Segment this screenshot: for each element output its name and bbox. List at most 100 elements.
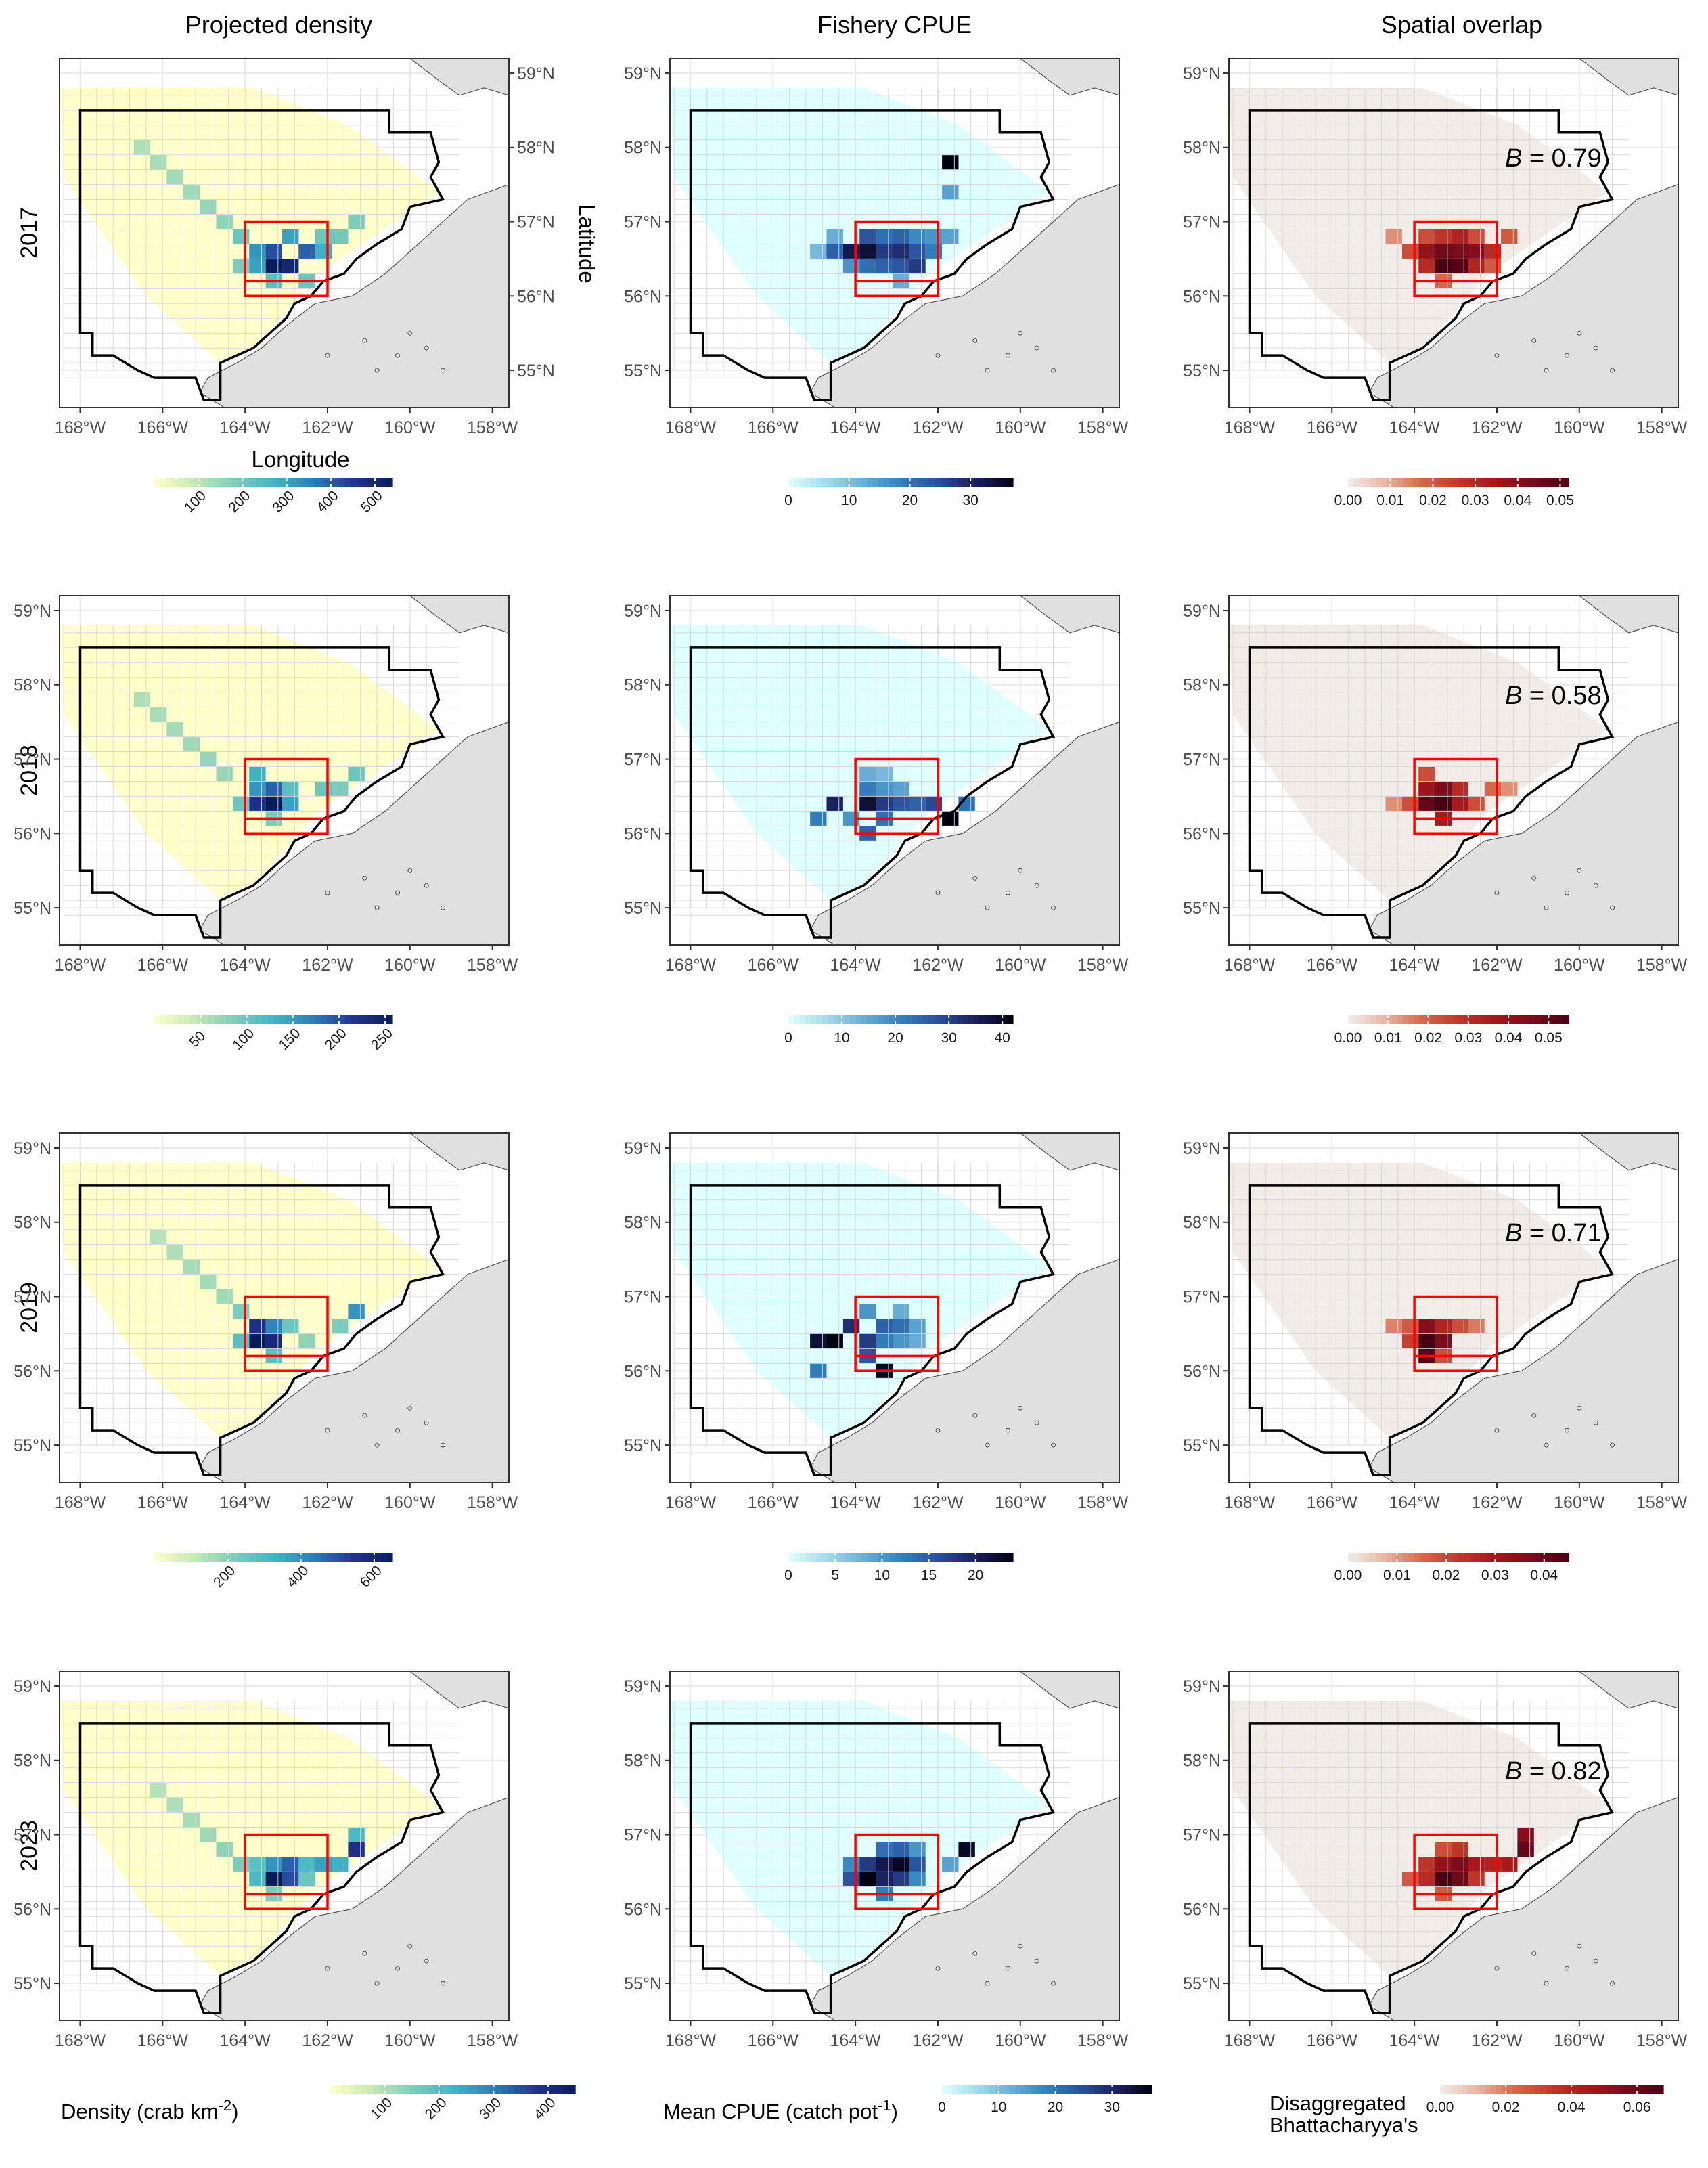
colorbar-swatch [1431,1553,1437,1562]
y-tick-label: 56°N [624,1900,662,1919]
colorbar-swatch [861,1015,868,1024]
colorbar-swatch [1502,478,1508,487]
cell-cpue-8 [876,1842,893,1857]
colorbar-tick-label: 0 [784,493,792,508]
colorbar-swatch [1359,1015,1366,1024]
colorbar-swatch [788,1553,794,1562]
colorbar-cpue-2018: 0 10 20 30 40 [784,1015,1014,1046]
colorbar-swatch [338,478,346,487]
island-6 [1577,868,1582,873]
colorbar-swatch [184,478,191,487]
panel-border [1228,58,1679,408]
colorbar-swatch [917,478,924,487]
cell-density-8 [249,1872,266,1887]
colorbar-swatch [434,2085,441,2094]
colorbar-swatch [1036,2085,1042,2094]
x-tick-label: 160°W [1554,2031,1605,2050]
colorbar-swatch [178,1015,185,1024]
cell-overlap-10 [1484,781,1502,797]
island-1 [1565,1428,1570,1433]
colorbar-swatch [315,1015,321,1024]
colorbar-swatch [309,478,316,487]
colorbar-swatch [1408,1553,1415,1562]
colorbar-swatch [1370,1015,1376,1024]
colorbar-swatch [942,2085,948,2094]
colorbar-swatch [833,478,840,487]
cell-overlap-7 [1401,796,1419,812]
island-2 [972,875,978,881]
panel-density-2018: 168°W 166°W 164°W 162°W 160°W 158°W 59°N 58°N 57… [14,595,518,975]
island-6 [1577,1405,1582,1411]
colorbar-swatch [267,1553,274,1562]
cell-density-3 [265,1319,282,1334]
colorbar-swatch [380,1553,387,1562]
cell-density-17 [150,1782,167,1798]
colorbar-swatch [1007,1015,1014,1024]
colorbar-tick-label: 100 [229,1025,257,1053]
colorbar-swatch [327,478,334,487]
colorbar-swatch [1370,1553,1376,1562]
cell-overlap-11 [1501,781,1518,797]
colorbar-swatch [912,1015,918,1024]
cell-cpue-14 [925,229,943,244]
x-tick-label: 160°W [995,2031,1046,2050]
island-6 [1018,1943,1023,1949]
cell-cpue-1 [876,1872,893,1887]
cell-overlap-0 [1435,796,1452,812]
colorbar-swatch [261,478,268,487]
bhattacharyya-symbol: B [1505,144,1522,173]
colorbar-swatch [349,2085,355,2094]
colorbar-swatch [279,1553,286,1562]
colorbar-swatch [422,2085,429,2094]
panel-overlap-2017: 168°W 166°W 164°W 162°W 160°W 158°W 59°N 58°N 57… [1183,58,1688,437]
colorbar-swatch [1464,1015,1470,1024]
column-title-density: Projected density [185,11,372,39]
island-0 [1593,345,1598,351]
colorbar-swatch [1436,1015,1443,1024]
colorbar-swatch [923,1015,930,1024]
colorbar-swatch [794,478,801,487]
colorbar-swatch [901,478,907,487]
y-tick-label: 58°N [14,1214,51,1233]
colorbar-swatch [214,1553,221,1562]
colorbar-swatch [1425,1553,1431,1562]
colorbar-swatch [166,478,173,487]
colorbar-swatch [569,2085,576,2094]
map-panels: 2017 168°W 166°W 164°W 162°W 160°W 158°W 59°N 58… [14,58,1688,2050]
cell-cpue-14 [909,1333,926,1349]
colorbar-tick-label: 30 [963,493,979,508]
cpue-legend-title-main: Mean CPUE (catch pot [663,2100,878,2123]
cell-density-6 [282,1319,299,1334]
colorbar-swatch [811,1553,817,1562]
colorbar-swatch [178,1553,185,1562]
colorbar-swatch [799,1015,806,1024]
island-0 [1034,345,1039,351]
island-2 [362,338,367,343]
legend-titles: Density (crab km-2) Mean CPUE (catch pot… [61,2092,1418,2137]
cell-density-4 [282,796,299,812]
cell-overlap-12 [1452,1842,1468,1857]
survey-boundary [1248,1722,1615,2014]
panel-density-2017: 168°W 166°W 164°W 162°W 160°W 158°W 59°N 58°N 57… [55,58,555,437]
colorbar-swatch [1141,2085,1147,2094]
colorbar-swatch [940,478,946,487]
x-tick-label: 164°W [219,2031,271,2050]
x-tick-label: 162°W [1471,418,1523,437]
colorbar-swatch [934,1015,941,1024]
colorbar-swatch [279,1015,286,1024]
colorbar-swatch [440,2085,447,2094]
x-tick-label: 168°W [55,2031,106,2050]
y-tick-label: 55°N [624,361,662,380]
colorbar-swatch [816,478,823,487]
colorbar-swatch [1425,1015,1431,1024]
cell-cpue-20 [842,259,860,274]
row-label-2017: 2017 [16,207,42,259]
panel-cpue-2017: 168°W 166°W 164°W 162°W 160°W 158°W 59°N 58°N 57… [624,58,1129,437]
cell-cpue-10 [876,781,893,797]
cell-cpue-5 [909,796,926,812]
colorbar-swatch [249,478,256,487]
colorbar-swatch [1469,478,1476,487]
colorbar-tick-label: 20 [968,1568,983,1583]
colorbar-swatch [822,1015,828,1024]
island-2 [972,338,978,343]
